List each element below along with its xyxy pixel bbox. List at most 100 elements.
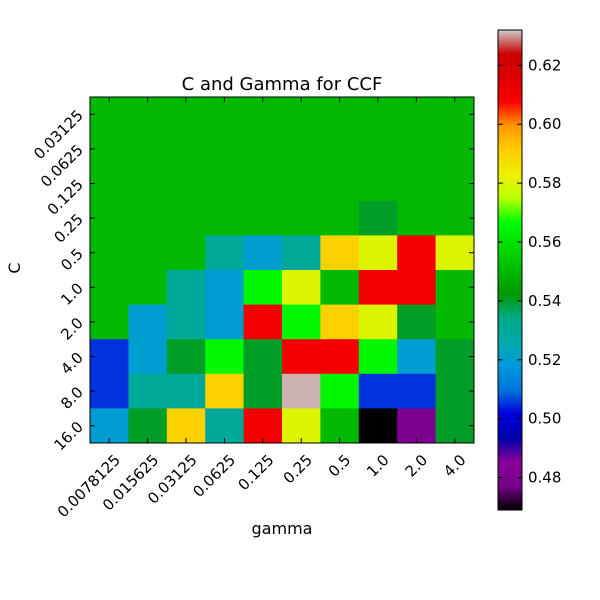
heatmap-cell [128, 304, 168, 340]
colorbar-tick-label: 0.52 [528, 351, 561, 369]
heatmap-cell [205, 131, 245, 167]
heatmap-cell [90, 339, 129, 375]
heatmap-cell [166, 373, 206, 409]
heatmap-cell [128, 270, 168, 306]
y-tick-label: 8.0 [57, 383, 87, 413]
heatmap-cell [282, 373, 321, 409]
heatmap-cell [397, 131, 437, 167]
heatmap-cell [166, 235, 206, 271]
heatmap-cell [205, 166, 245, 202]
heatmap-cell [435, 408, 475, 444]
heatmap-cell [128, 200, 168, 236]
heatmap-cell [282, 304, 321, 340]
heatmap-cell [166, 97, 206, 133]
heatmap-cell [243, 131, 283, 167]
colorbar-tick-label: 0.50 [528, 410, 561, 428]
heatmap-cell [205, 339, 245, 375]
heatmap-cell [397, 200, 437, 236]
heatmap-cell [90, 97, 129, 133]
heatmap-cell [282, 166, 321, 202]
heatmap-cell [358, 131, 398, 167]
heatmap-cell [166, 166, 206, 202]
heatmap-cell [435, 97, 475, 133]
heatmap-cell [435, 304, 475, 340]
heatmap-cell [358, 235, 398, 271]
x-tick-label: 0.0625 [189, 451, 239, 501]
heatmap-cell [320, 131, 360, 167]
heatmap-cell [397, 235, 437, 271]
heatmap-cell [90, 235, 129, 271]
heatmap-cell [358, 166, 398, 202]
heatmap-cell [435, 270, 475, 306]
y-tick-label: 4.0 [57, 349, 87, 379]
x-tick-label: 1.0 [363, 451, 393, 481]
colorbar-tick-label: 0.62 [528, 56, 561, 74]
x-tick-label: 0.125 [234, 451, 277, 494]
heatmap-cell [90, 270, 129, 306]
colorbar-tick-label: 0.54 [528, 292, 561, 310]
heatmap-cell [282, 408, 321, 444]
colorbar-tick-label: 0.56 [528, 233, 561, 251]
heatmap-cell [128, 408, 168, 444]
heatmap-cell [320, 166, 360, 202]
heatmap-cell [128, 373, 168, 409]
heatmap-cells [90, 97, 475, 444]
colorbar-tick-label: 0.60 [528, 115, 561, 133]
x-tick-label: 0.5 [325, 451, 355, 481]
x-tick-label: 0.25 [280, 451, 316, 487]
heatmap-cell [358, 200, 398, 236]
heatmap-cell [90, 131, 129, 167]
heatmap-cell [166, 270, 206, 306]
heatmap-cell [243, 235, 283, 271]
heatmap-cell [397, 304, 437, 340]
heatmap-cell [90, 304, 129, 340]
chart-title: C and Gamma for CCF [182, 74, 383, 95]
heatmap-cell [166, 304, 206, 340]
heatmap-cell [435, 166, 475, 202]
heatmap-cell [243, 373, 283, 409]
heatmap-cell [128, 339, 168, 375]
heatmap-cell [243, 304, 283, 340]
y-tick-label: 16.0 [50, 418, 86, 454]
heatmap-cell [282, 131, 321, 167]
heatmap-cell [282, 235, 321, 271]
plot-frame [89, 96, 475, 444]
heatmap-cell [358, 270, 398, 306]
y-tick-label: 1.0 [57, 279, 87, 309]
heatmap-cell [282, 200, 321, 236]
heatmap-cell [397, 339, 437, 375]
heatmap-cell [320, 97, 360, 133]
heatmap-cell [90, 166, 129, 202]
heatmap-cell [358, 97, 398, 133]
heatmap-cell [128, 235, 168, 271]
heatmap-cell [90, 200, 129, 236]
x-tick-label: 4.0 [440, 451, 470, 481]
heatmap-cell [166, 200, 206, 236]
heatmap-cell [166, 339, 206, 375]
x-tick-label: 2.0 [402, 451, 432, 481]
heatmap-cell [90, 373, 129, 409]
heatmap-cell [435, 131, 475, 167]
heatmap-cell [90, 408, 129, 444]
heatmap-cell [397, 270, 437, 306]
heatmap-cell [320, 304, 360, 340]
heatmap-cell [166, 131, 206, 167]
heatmap-cell [320, 373, 360, 409]
heatmap-cell [320, 270, 360, 306]
colorbar-tick-label: 0.58 [528, 174, 561, 192]
heatmap-cell [358, 373, 398, 409]
heatmap-cell [435, 373, 475, 409]
heatmap-cell [397, 373, 437, 409]
heatmap-cell [243, 339, 283, 375]
heatmap-cell [243, 97, 283, 133]
heatmap-cell [205, 304, 245, 340]
heatmap-cell [358, 408, 398, 444]
colorbar-ticks: 0.48 0.50 0.52 0.54 0.56 0.58 0.60 0.62 [498, 56, 561, 487]
heatmap-cell [320, 408, 360, 444]
heatmap-cell [397, 97, 437, 133]
colorbar-tick-label: 0.48 [528, 469, 561, 487]
heatmap-cell [358, 339, 398, 375]
heatmap-cell [397, 408, 437, 444]
heatmap-cell [205, 200, 245, 236]
